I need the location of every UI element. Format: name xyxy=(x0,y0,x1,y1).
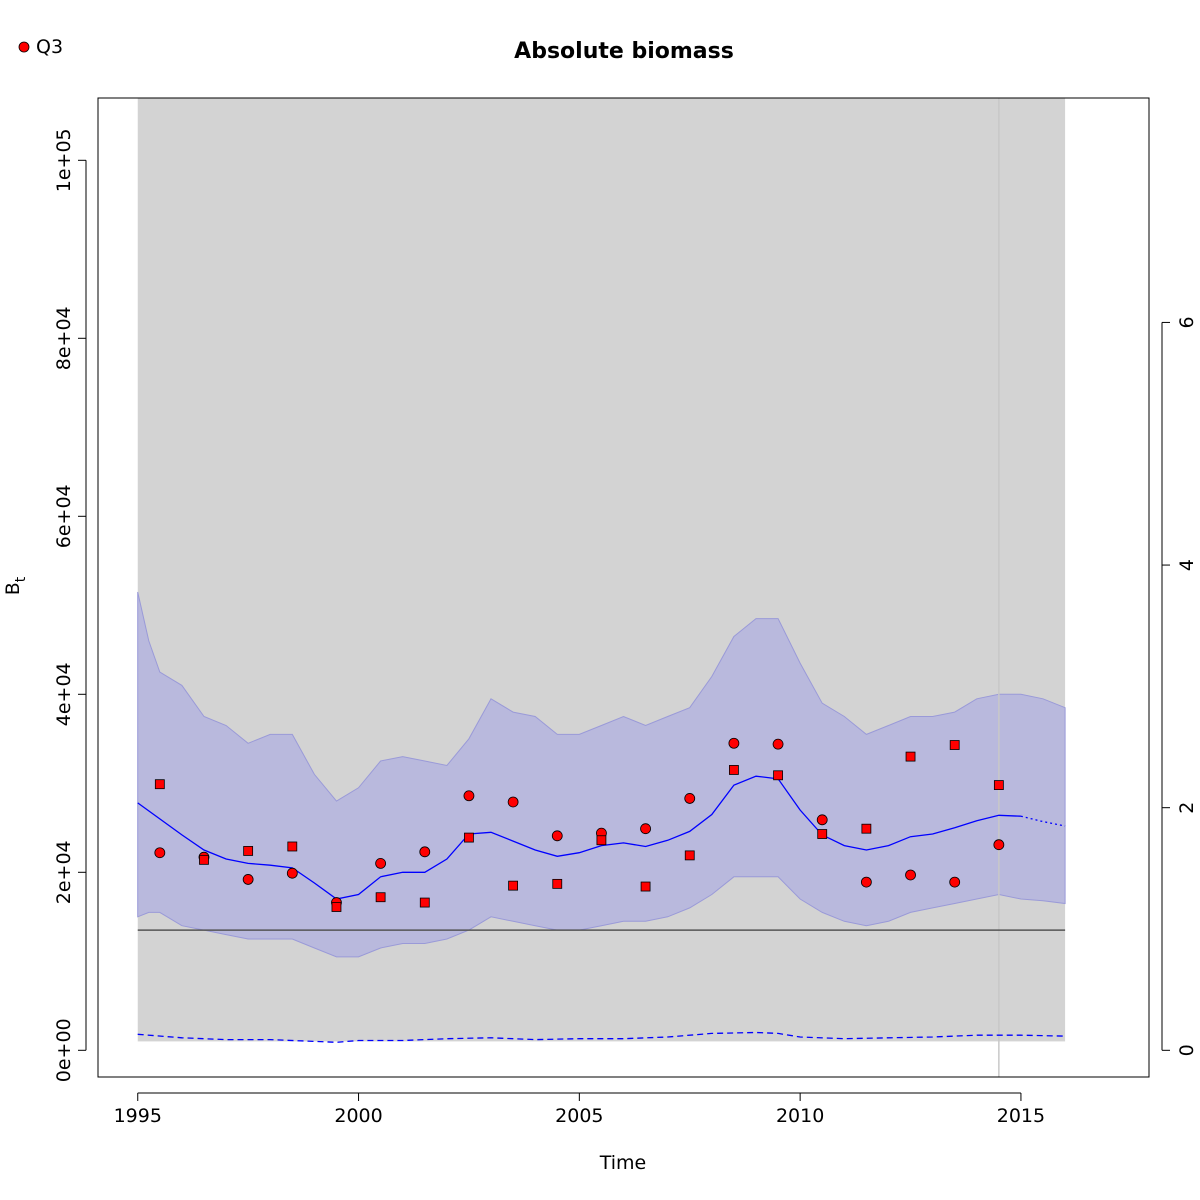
y-tick-label: 4e+04 xyxy=(53,662,75,726)
data-point-circle xyxy=(949,876,961,888)
data-point-circle xyxy=(816,814,828,826)
data-point-square xyxy=(728,765,739,775)
data-point-circle xyxy=(419,846,431,858)
legend: Q3 xyxy=(18,36,63,58)
x-tick-label: 2000 xyxy=(334,1105,382,1127)
data-point-circle xyxy=(772,738,784,750)
data-point-circle xyxy=(242,874,254,885)
data-point-square xyxy=(419,897,430,908)
y-tick-label: 8e+04 xyxy=(53,306,75,370)
data-point-square xyxy=(773,770,783,781)
data-point-square xyxy=(375,892,386,903)
data-point-square xyxy=(508,880,519,891)
y2-tick-label: 6 xyxy=(1176,316,1198,328)
y2-tick-label: 2 xyxy=(1176,802,1198,814)
data-point-square xyxy=(817,829,828,839)
data-point-square xyxy=(949,740,960,750)
x-tick-label: 2015 xyxy=(997,1105,1045,1127)
data-point-circle xyxy=(993,839,1005,851)
data-point-circle xyxy=(860,876,872,888)
x-tick-label: 1995 xyxy=(114,1105,162,1127)
data-point-square xyxy=(464,832,474,843)
data-point-square xyxy=(552,878,563,889)
data-point-square xyxy=(861,823,872,834)
data-point-square xyxy=(154,779,165,790)
data-point-circle xyxy=(154,847,166,859)
chart-title: Absolute biomass xyxy=(514,39,734,64)
data-point-circle xyxy=(507,796,519,808)
data-point-circle xyxy=(463,790,475,802)
data-point-circle xyxy=(286,867,298,879)
data-point-square xyxy=(331,902,342,912)
y2-tick-label: 4 xyxy=(1176,559,1198,571)
legend-q3-label: Q3 xyxy=(36,36,63,58)
y-tick-label: 1e+05 xyxy=(53,128,75,192)
data-point-square xyxy=(905,751,916,762)
data-point-square xyxy=(199,854,209,865)
data-point-square xyxy=(287,841,298,852)
data-point-square xyxy=(596,835,607,846)
data-point-square xyxy=(640,881,651,892)
y2-tick-label: 0 xyxy=(1176,1044,1198,1056)
series-line-solid xyxy=(137,775,1021,900)
x-tick-label: 2010 xyxy=(776,1105,824,1127)
plot-frame xyxy=(97,97,1150,1078)
data-point-circle xyxy=(375,858,387,869)
x-tick-label: 2005 xyxy=(555,1105,603,1127)
y-tick-label: 6e+04 xyxy=(53,484,75,548)
data-point-square xyxy=(243,846,254,856)
data-point-circle xyxy=(551,830,563,842)
legend-q3-marker xyxy=(18,41,30,53)
y-tick-label: 0e+00 xyxy=(53,1018,75,1082)
data-point-square xyxy=(684,850,695,861)
data-point-square xyxy=(993,780,1004,790)
y-axis-title-main: B xyxy=(2,582,24,595)
y-tick-label: 2e+04 xyxy=(53,840,75,904)
y-axis-title-subscript: t xyxy=(13,576,29,582)
data-point-circle xyxy=(728,737,740,749)
series-line-dashed xyxy=(137,1031,1066,1043)
data-point-circle xyxy=(905,869,916,881)
data-point-circle xyxy=(684,793,696,804)
data-point-circle xyxy=(640,823,651,835)
y-axis-title: Bt xyxy=(2,576,29,595)
confidence-band xyxy=(137,591,1066,958)
plot-area xyxy=(137,98,1066,1077)
x-axis-title: Time xyxy=(599,1152,647,1174)
axes: 1995 2000 2005 2010 2015 0e+00 2e+04 4e+04 6e+04… xyxy=(53,128,1198,1127)
